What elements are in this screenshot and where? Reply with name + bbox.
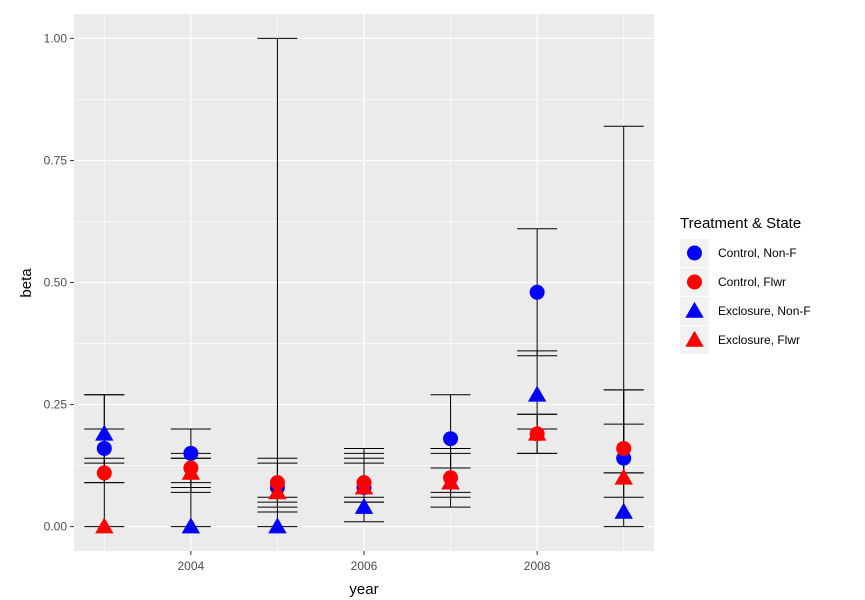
data-point-triangle: [268, 517, 287, 534]
x-tick-label: 2006: [351, 559, 378, 573]
data-point-circle: [96, 440, 112, 456]
data-point-triangle: [614, 468, 633, 485]
data-point-circle: [529, 284, 545, 300]
legend: Treatment & State Control, Non-FControl,…: [680, 215, 811, 354]
x-axis-title: year: [349, 581, 378, 598]
x-tick-label: 2004: [178, 559, 205, 573]
data-point-triangle: [614, 502, 633, 519]
y-axis: 0.00 0.25 0.50 0.75 1.00: [44, 31, 74, 534]
y-tick-label: 0.25: [44, 398, 68, 412]
data-point-triangle: [181, 517, 201, 534]
data-point-triangle: [441, 473, 460, 490]
data-points: [95, 284, 633, 534]
grid-major: [74, 14, 654, 551]
y-tick-label: 0.50: [44, 276, 68, 290]
y-tick-label: 0.75: [44, 153, 68, 167]
data-point-circle: [443, 431, 459, 447]
x-tick-label: 2008: [524, 559, 551, 573]
legend-label: Exclosure, Flwr: [718, 333, 800, 347]
y-tick-label: 1.00: [44, 31, 68, 45]
data-point-triangle: [354, 497, 374, 514]
data-point-circle: [616, 440, 632, 456]
data-point-triangle: [527, 385, 547, 402]
legend-label: Control, Non-F: [718, 246, 797, 260]
data-point-triangle: [354, 478, 374, 495]
data-point-circle: [183, 445, 199, 461]
legend-key-triangle: [685, 301, 704, 318]
data-point-circle: [269, 475, 285, 491]
data-point-triangle: [181, 463, 201, 480]
legend-title: Treatment & State: [680, 215, 801, 232]
legend-label: Control, Flwr: [718, 275, 786, 289]
data-point-circle: [96, 465, 112, 481]
y-tick-label: 0.00: [44, 520, 68, 534]
y-axis-title: beta: [18, 268, 35, 298]
legend-key-circle: [687, 274, 702, 290]
legend-key-circle: [687, 245, 702, 261]
legend-label: Exclosure, Non-F: [718, 304, 811, 318]
data-point-triangle: [95, 424, 114, 441]
legend-items: Control, Non-F Control, Flwr Exclosure, No…: [680, 239, 811, 354]
legend-key-triangle: [685, 330, 704, 347]
x-axis: 2004 2006 2008: [178, 551, 551, 573]
data-point-triangle: [527, 424, 547, 441]
data-point-triangle: [268, 483, 287, 500]
data-point-triangle: [95, 517, 114, 534]
